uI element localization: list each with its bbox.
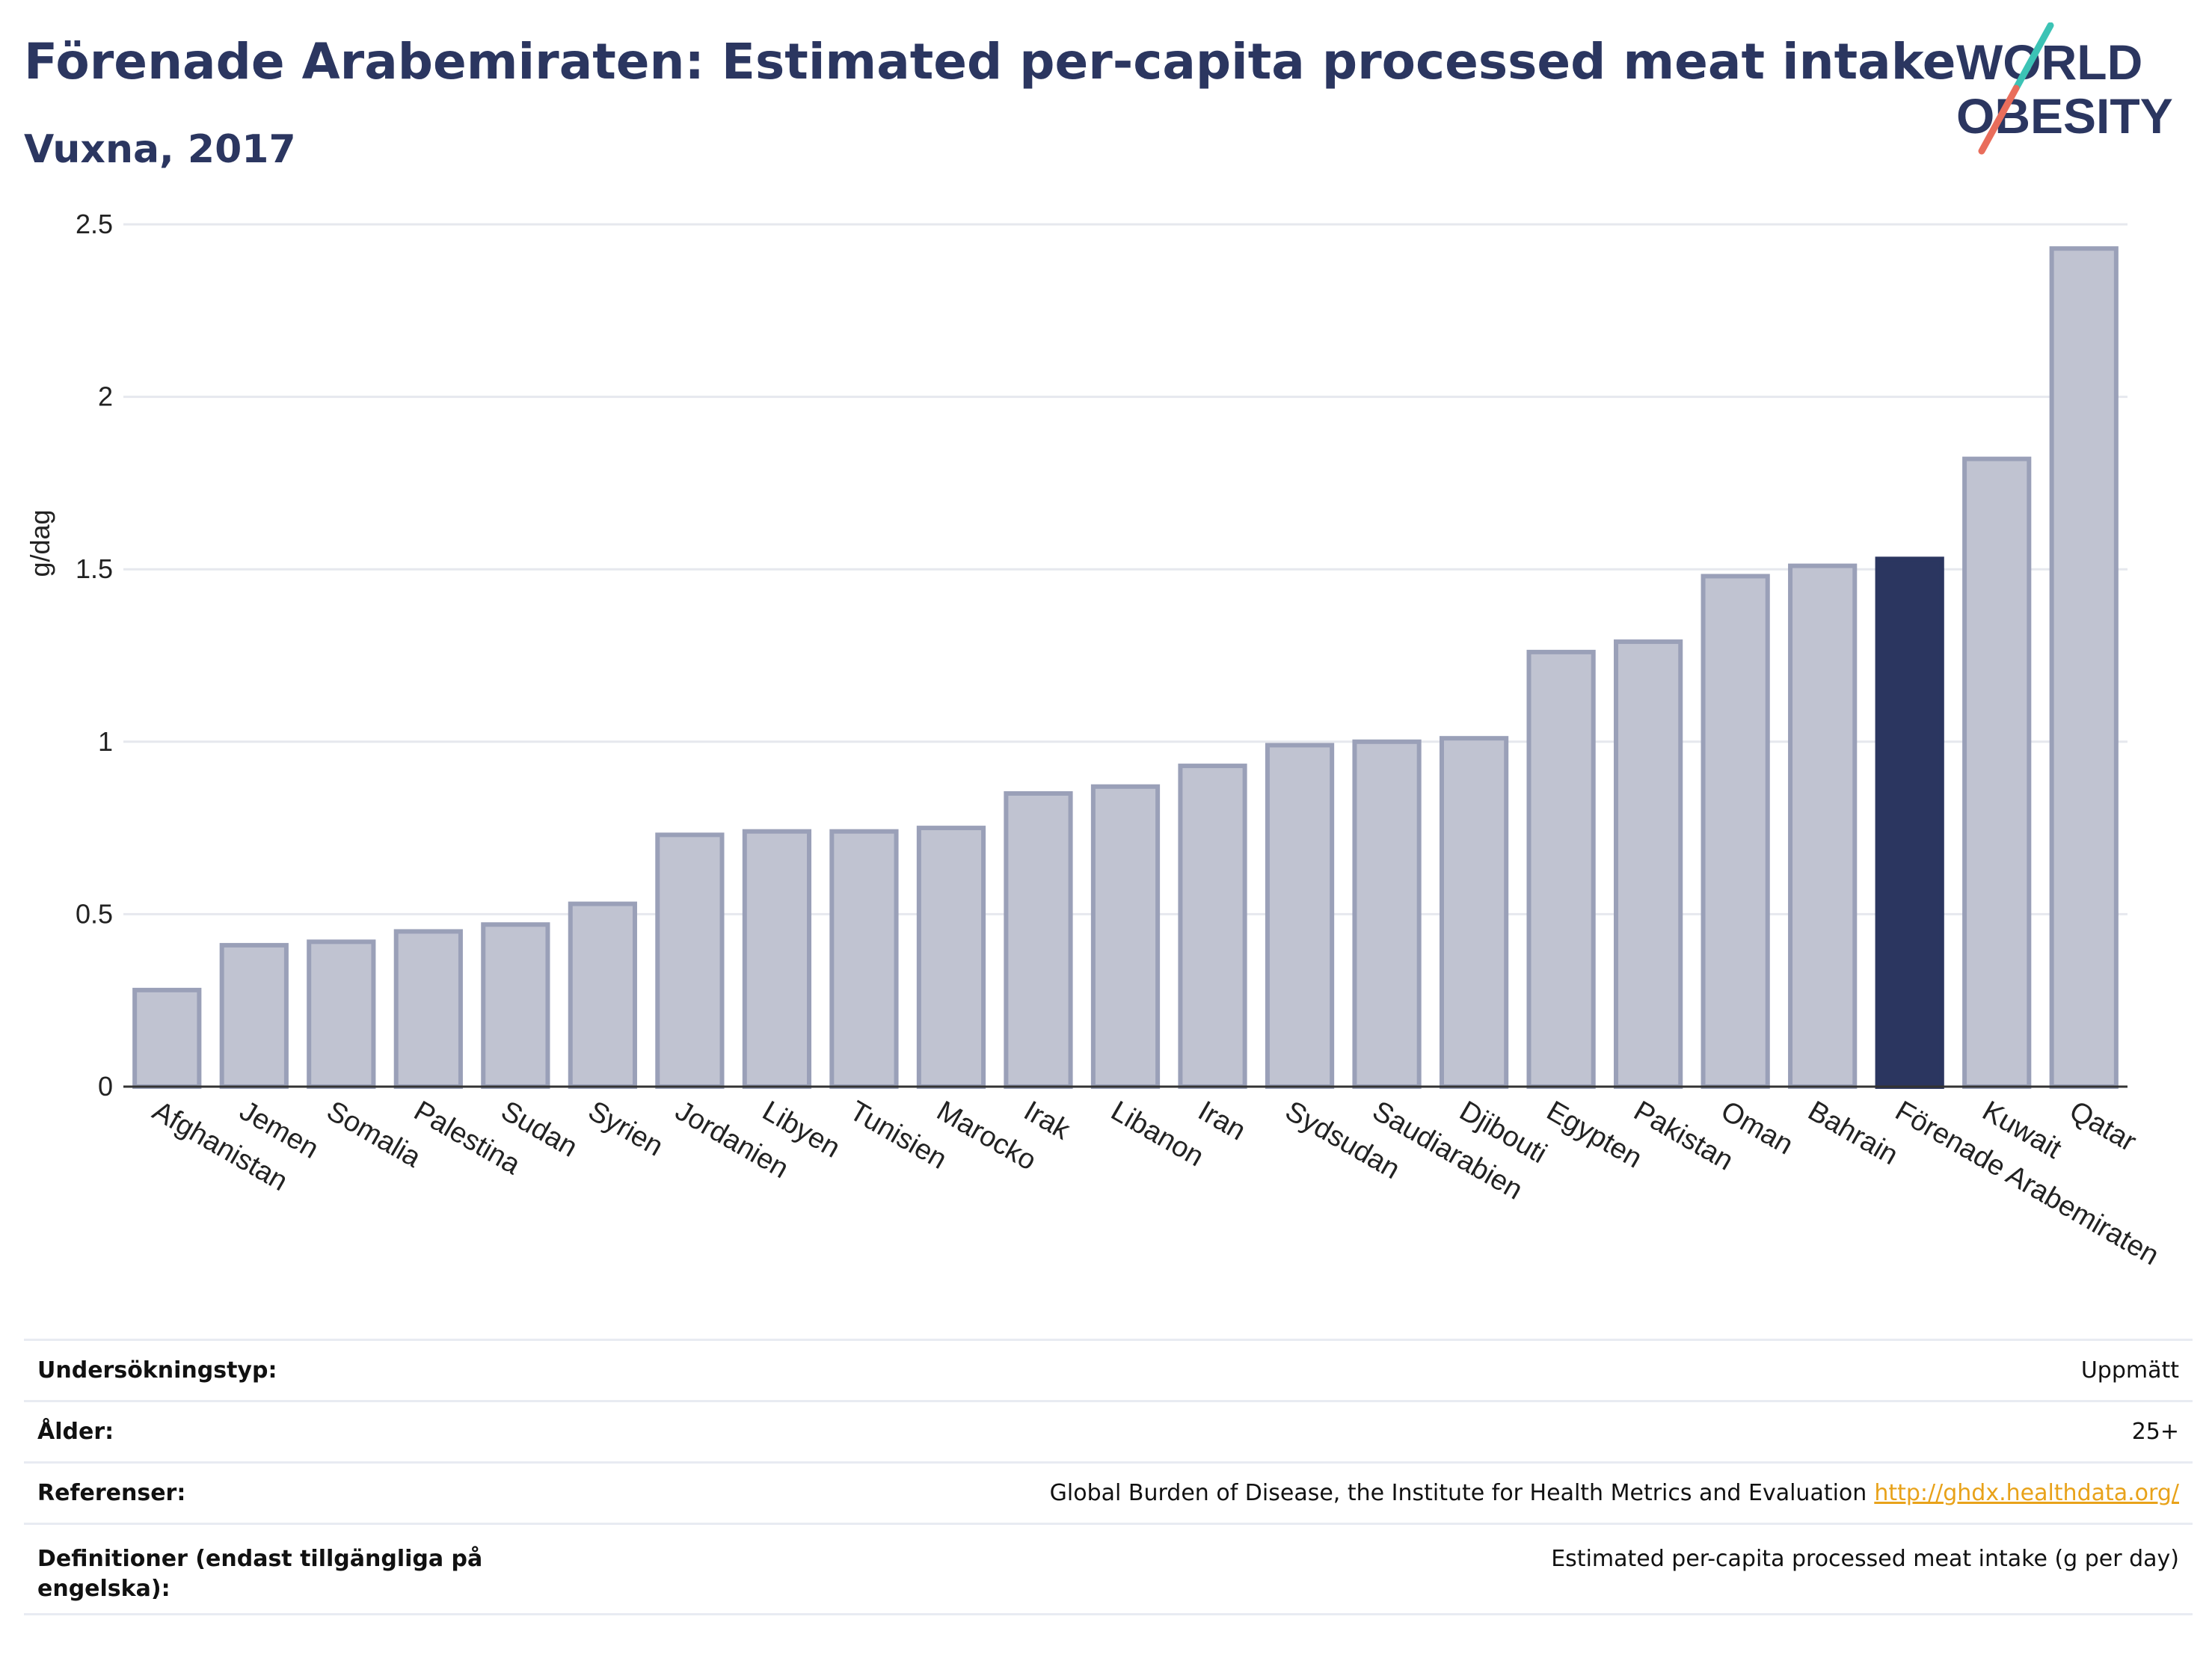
bar-jordanien[interactable] xyxy=(655,832,725,1089)
info-row-survey-type: Undersökningstyp: Uppmätt xyxy=(24,1339,2193,1400)
y-tick-label: 0.5 xyxy=(76,898,113,929)
logo-slash-bottom xyxy=(1978,85,2020,155)
info-value-references: Global Burden of Disease, the Institute … xyxy=(1050,1479,2179,1508)
bar-chart: 00.511.522.5AfghanistanJemenSomaliaPales… xyxy=(25,209,2164,1271)
bar-oman[interactable] xyxy=(1701,574,1770,1089)
info-row-definitions: Definitioner (endast tillgängliga på eng… xyxy=(24,1523,2193,1615)
world-obesity-logo: WORLD OBESITY xyxy=(1956,22,2173,155)
y-tick-label: 2 xyxy=(98,381,113,412)
info-table: Undersökningstyp: Uppmätt Ålder: 25+ Ref… xyxy=(24,1339,2193,1615)
bar-djibouti[interactable] xyxy=(1439,736,1509,1089)
x-tick-label: Egypten xyxy=(1541,1095,1647,1174)
chart-subtitle: Vuxna, 2017 xyxy=(24,127,296,172)
bars xyxy=(132,246,2119,1090)
logo-text-world: WORLD xyxy=(1956,34,2142,90)
y-tick-label: 1 xyxy=(98,726,113,757)
y-tick-label: 0 xyxy=(98,1071,113,1102)
logo-slash-top xyxy=(2012,22,2054,92)
bar-qatar[interactable] xyxy=(2049,246,2119,1089)
bar-afghanistan[interactable] xyxy=(132,987,202,1090)
info-row-references: Referenser: Global Burden of Disease, th… xyxy=(24,1461,2193,1523)
info-value: Uppmätt xyxy=(2080,1357,2179,1384)
bar-syrien[interactable] xyxy=(568,901,637,1090)
x-tick-label: Somalia xyxy=(322,1095,427,1173)
info-row-age: Ålder: 25+ xyxy=(24,1400,2193,1461)
x-tick-label: Tunisien xyxy=(844,1095,952,1175)
info-label: Definitioner (endast tillgängliga på eng… xyxy=(37,1546,483,1602)
bar-libanon[interactable] xyxy=(1090,784,1161,1089)
bar-sydsudan[interactable] xyxy=(1265,743,1335,1089)
bar-somalia[interactable] xyxy=(307,939,376,1090)
bar-pakistan[interactable] xyxy=(1614,639,1683,1089)
x-tick-label: Pakistan xyxy=(1629,1095,1739,1176)
bar-jemen[interactable] xyxy=(219,942,289,1090)
bar-irak[interactable] xyxy=(1004,790,1073,1089)
y-tick-label: 1.5 xyxy=(76,553,113,584)
bar-tunisien[interactable] xyxy=(829,829,899,1089)
bar-marocko[interactable] xyxy=(916,826,986,1089)
info-label: Undersökningstyp: xyxy=(37,1357,277,1384)
bar-saudiarabien[interactable] xyxy=(1352,739,1422,1089)
x-tick-label: Irak xyxy=(1019,1095,1076,1146)
chart-title: Förenade Arabemiraten: Estimated per-cap… xyxy=(24,33,1956,90)
x-tick-label: Libanon xyxy=(1106,1095,1209,1173)
bar-bahrain[interactable] xyxy=(1788,563,1858,1089)
bar-libyen[interactable] xyxy=(742,829,812,1089)
x-tick-label: Iran xyxy=(1193,1095,1251,1146)
info-label: Ålder: xyxy=(37,1418,114,1445)
bar-palestina[interactable] xyxy=(393,929,463,1090)
x-tick-label: Qatar xyxy=(2064,1095,2142,1158)
bar-iran[interactable] xyxy=(1178,764,1247,1089)
bar-förenade-arabemiraten[interactable] xyxy=(1875,556,1944,1089)
y-axis-label: g/dag xyxy=(25,509,55,577)
bar-kuwait[interactable] xyxy=(1962,456,2032,1089)
reference-text: Global Burden of Disease, the Institute … xyxy=(1049,1479,1867,1506)
y-tick-label: 2.5 xyxy=(76,209,113,239)
info-value: Estimated per-capita processed meat inta… xyxy=(1551,1546,2179,1572)
bar-sudan[interactable] xyxy=(481,922,550,1090)
reference-link[interactable]: http://ghdx.healthdata.org/ xyxy=(1874,1479,2179,1506)
bar-egypten[interactable] xyxy=(1526,649,1596,1089)
x-tick-label: Syrien xyxy=(583,1095,668,1162)
info-value: 25+ xyxy=(2131,1418,2179,1445)
info-label: Referenser: xyxy=(37,1479,186,1506)
x-tick-label: Marocko xyxy=(931,1095,1041,1176)
x-tick-label: Bahrain xyxy=(1803,1095,1903,1171)
